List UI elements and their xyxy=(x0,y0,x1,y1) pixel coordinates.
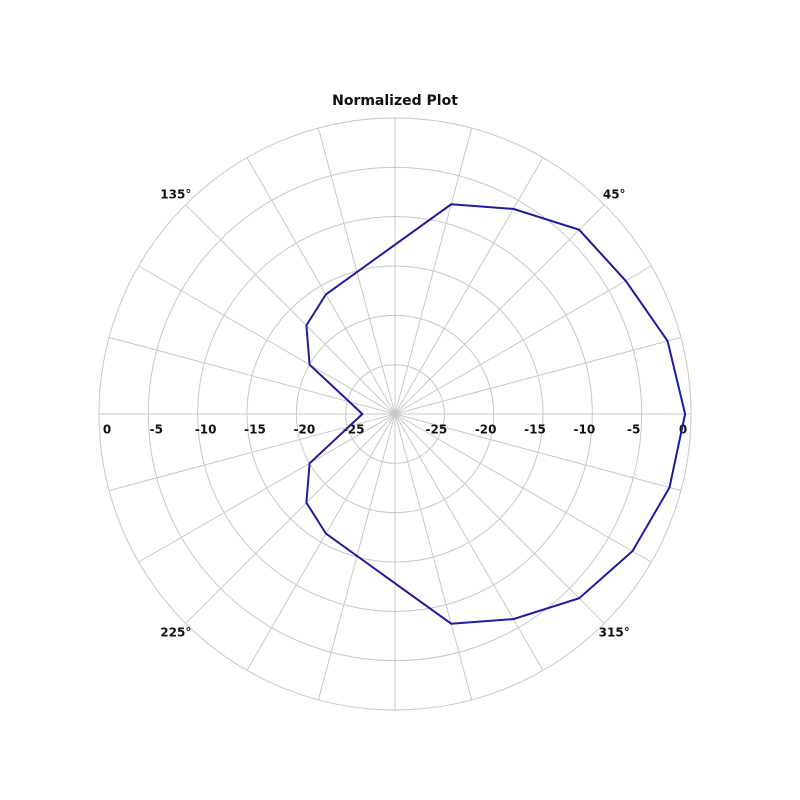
r-tick-label: -5 xyxy=(627,423,640,437)
grid-ring xyxy=(197,216,593,612)
r-tick-label: 0 xyxy=(103,423,111,437)
grid-ring xyxy=(98,117,692,711)
grid-ring xyxy=(147,166,643,662)
grid-ring xyxy=(246,265,544,563)
angle-tick-label: 315° xyxy=(599,626,630,640)
r-tick-label: -20 xyxy=(293,423,315,437)
r-tick-label: -5 xyxy=(150,423,163,437)
r-tick-label: -10 xyxy=(195,423,217,437)
r-tick-label: 0 xyxy=(679,423,687,437)
angle-tick-label: 45° xyxy=(603,187,626,201)
grid-ring xyxy=(345,364,445,464)
angle-tick-label: 135° xyxy=(160,187,191,201)
chart-title: Normalized Plot xyxy=(332,93,458,109)
r-tick-label: -20 xyxy=(475,423,497,437)
r-tick-label: -15 xyxy=(244,423,266,437)
angle-tick-label: 225° xyxy=(160,626,191,640)
r-tick-label: -15 xyxy=(524,423,546,437)
data-line xyxy=(305,203,687,625)
grid-ring xyxy=(295,314,495,514)
r-tick-label: -25 xyxy=(425,423,447,437)
r-tick-label: -10 xyxy=(573,423,595,437)
